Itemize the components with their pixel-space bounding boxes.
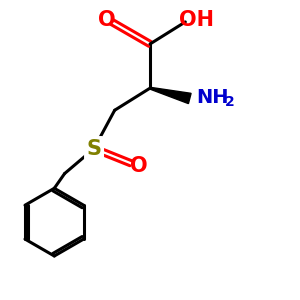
Text: S: S: [87, 139, 102, 158]
Text: 2: 2: [225, 95, 234, 109]
Polygon shape: [150, 87, 191, 104]
Text: O: O: [98, 10, 115, 30]
Text: NH: NH: [196, 88, 229, 107]
Text: O: O: [130, 156, 148, 176]
Text: OH: OH: [179, 10, 214, 30]
